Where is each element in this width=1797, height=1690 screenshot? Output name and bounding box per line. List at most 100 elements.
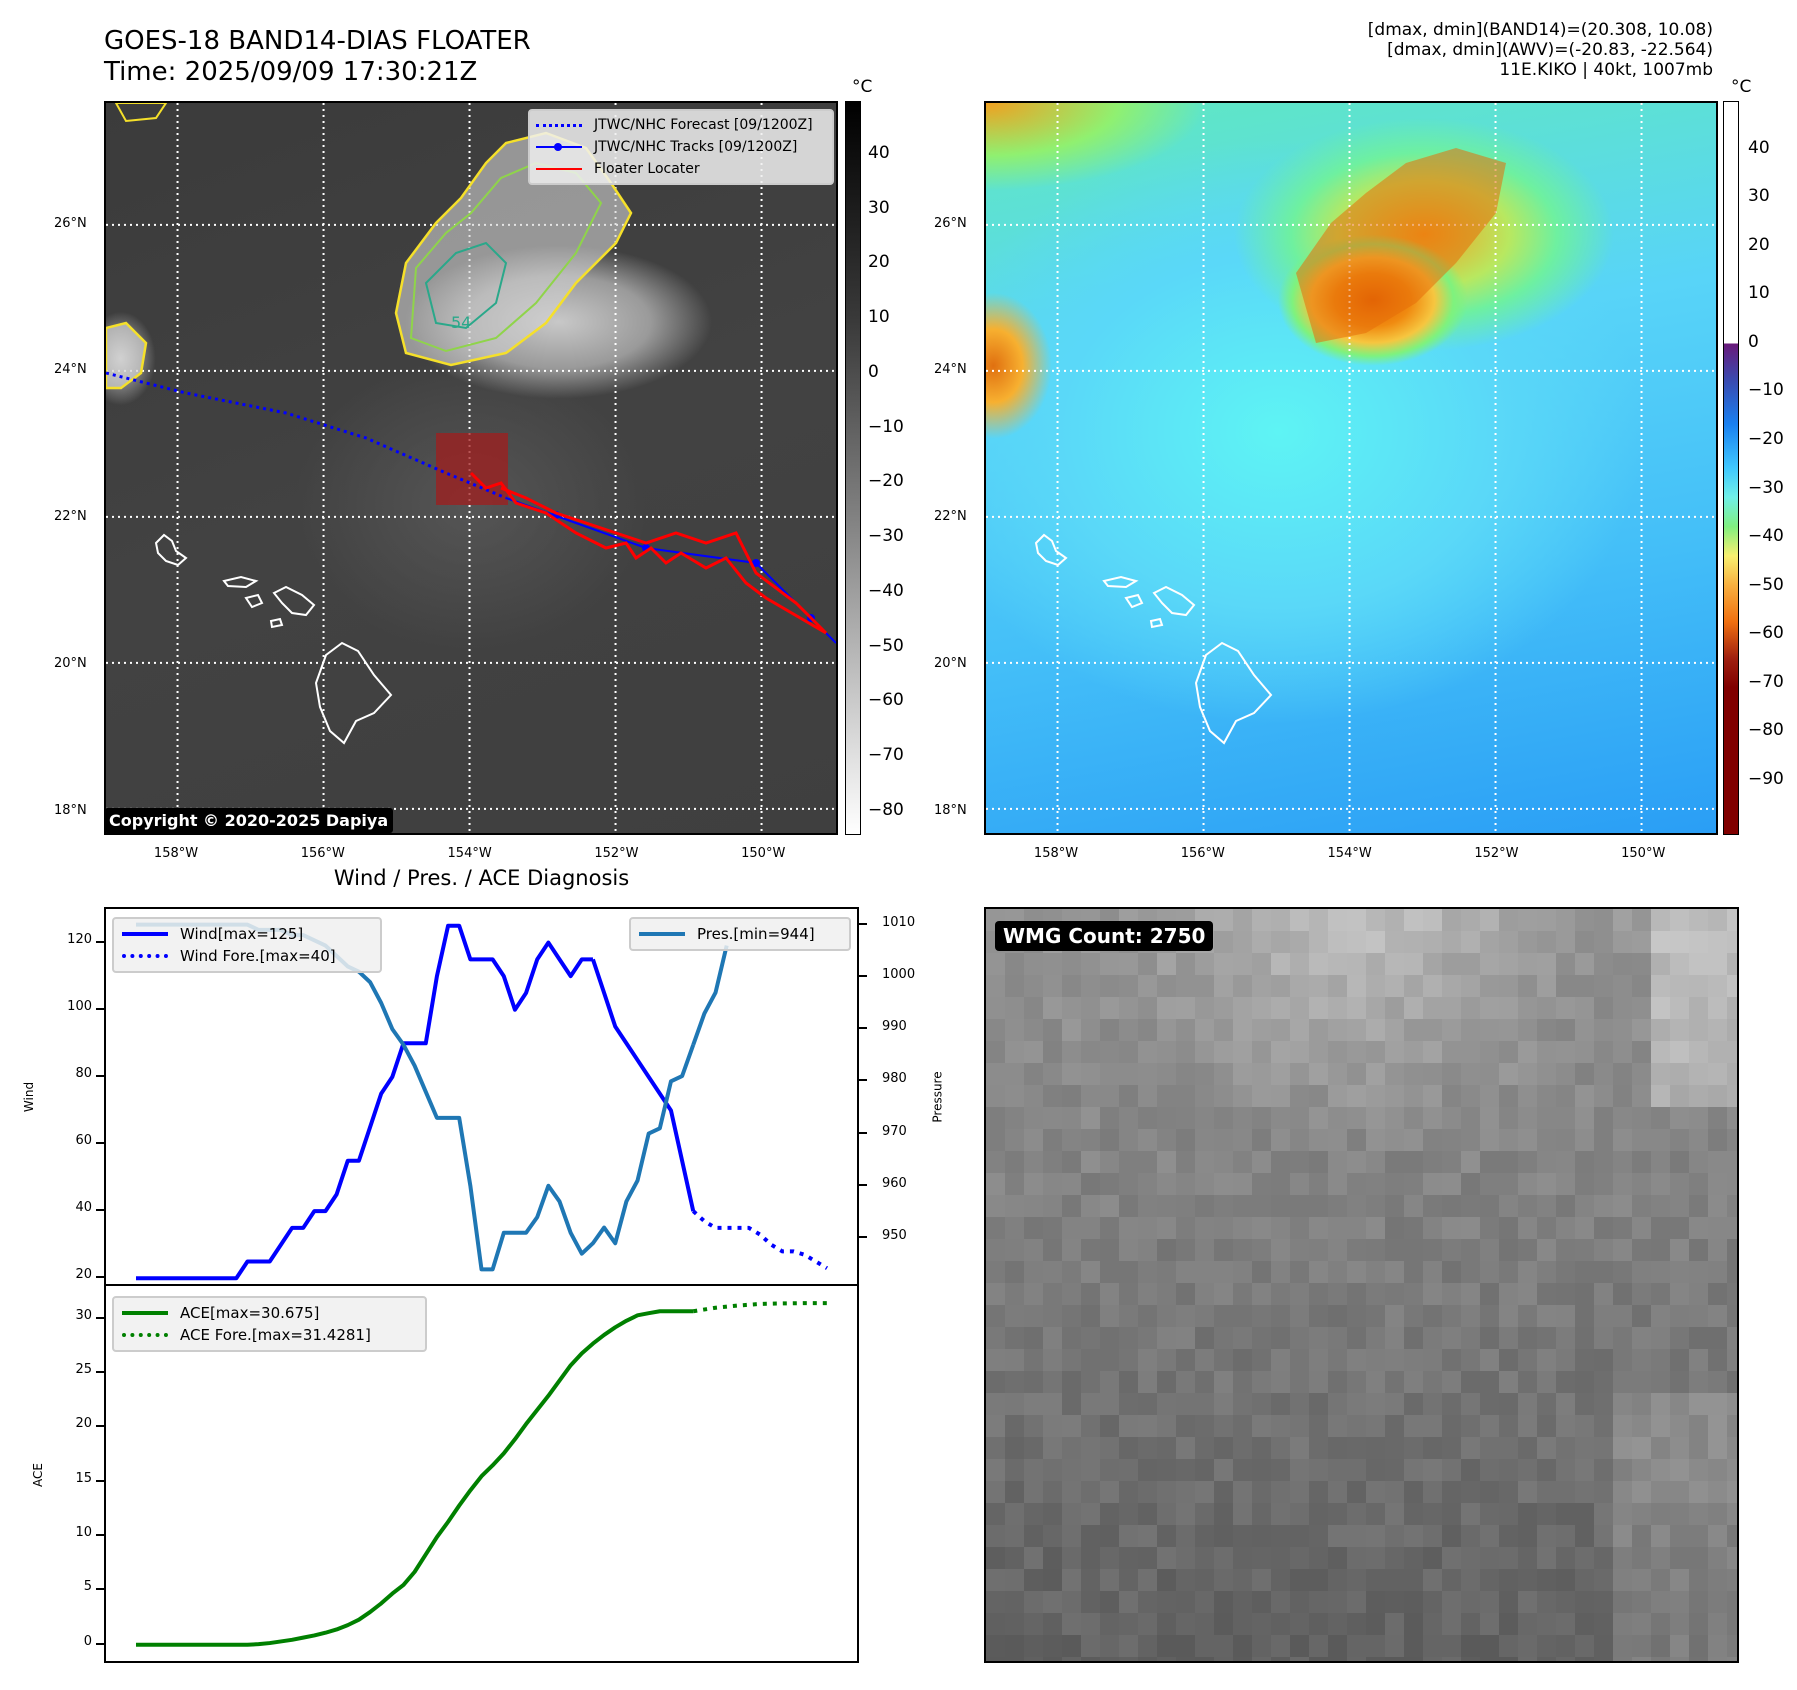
wmg-cell	[1442, 1459, 1462, 1482]
wmg-cell	[1689, 1261, 1709, 1284]
lon-tick-label: 150°W	[741, 846, 786, 861]
wmg-cell	[1537, 1173, 1557, 1196]
wmg-cell	[1423, 1305, 1443, 1328]
wmg-cell	[1708, 1349, 1728, 1372]
wmg-cell	[1499, 1393, 1519, 1416]
wmg-cell	[1347, 909, 1367, 932]
wmg-cell	[1404, 1129, 1424, 1152]
wmg-cell	[1233, 1591, 1253, 1614]
wmg-cell	[1518, 931, 1538, 954]
wmg-cell	[1309, 1657, 1329, 1661]
wmg-cell	[1005, 1503, 1025, 1526]
wmg-cell	[1442, 1591, 1462, 1614]
wmg-cell	[1404, 1173, 1424, 1196]
pressure-ytick-label: 1000	[882, 966, 916, 982]
colorbar-tick-label: −40	[868, 580, 904, 601]
wmg-cell	[1309, 1503, 1329, 1526]
wmg-cell	[1043, 1569, 1063, 1592]
wmg-cell	[1670, 1415, 1690, 1438]
wmg-cell	[1385, 1591, 1405, 1614]
wmg-cell	[1081, 1085, 1101, 1108]
wmg-cell	[1670, 1547, 1690, 1570]
wmg-cell	[1442, 1305, 1462, 1328]
wmg-cell	[1328, 1195, 1348, 1218]
cloud-contour-north	[114, 103, 168, 123]
wmg-cell	[1556, 1151, 1576, 1174]
wmg-cell	[1119, 1107, 1139, 1130]
wmg-cell	[1195, 1481, 1215, 1504]
wmg-cell	[1556, 975, 1576, 998]
wmg-cell	[1100, 1635, 1120, 1658]
wmg-cell	[1328, 1591, 1348, 1614]
wmg-cell	[986, 1261, 1006, 1284]
pressure-ytick-mark	[859, 1236, 867, 1238]
wmg-cell	[1442, 1327, 1462, 1350]
wmg-cell	[1632, 1283, 1652, 1306]
ace-series-line-1	[692, 1301, 827, 1314]
wmg-cell	[1138, 953, 1158, 976]
wmg-cell	[1689, 1459, 1709, 1482]
wmg-cell	[1423, 1283, 1443, 1306]
wmg-cell	[1442, 975, 1462, 998]
wmg-cell	[1100, 1613, 1120, 1636]
wmg-cell	[1271, 1305, 1291, 1328]
wmg-cell	[1461, 1217, 1481, 1240]
wmg-cell	[1328, 1217, 1348, 1240]
wmg-cell	[1423, 1327, 1443, 1350]
wmg-cell	[1594, 1613, 1614, 1636]
wmg-cell	[1290, 931, 1310, 954]
wmg-cell	[1081, 1283, 1101, 1306]
wmg-cell	[1309, 1261, 1329, 1284]
wmg-cell	[1575, 1525, 1595, 1548]
wmg-cell	[1727, 1569, 1737, 1592]
wmg-cell	[1100, 1327, 1120, 1350]
wmg-cell	[1404, 1503, 1424, 1526]
wmg-cell	[1480, 1613, 1500, 1636]
wmg-cell	[1404, 1635, 1424, 1658]
wmg-cell	[1632, 1129, 1652, 1152]
wmg-cell	[1708, 1327, 1728, 1350]
wmg-cell	[1651, 1261, 1671, 1284]
wmg-cell	[1708, 1415, 1728, 1438]
wmg-cell	[1727, 1195, 1737, 1218]
wmg-cell	[1366, 1415, 1386, 1438]
wmg-cell	[1233, 1503, 1253, 1526]
wmg-cell	[1176, 1261, 1196, 1284]
wmg-cell	[1632, 1107, 1652, 1130]
wmg-cell	[1366, 1019, 1386, 1042]
wmg-cell	[1366, 1569, 1386, 1592]
wmg-cell	[1594, 1481, 1614, 1504]
wmg-cell	[1727, 1261, 1737, 1284]
wmg-cell	[1347, 953, 1367, 976]
wmg-cell	[1461, 1547, 1481, 1570]
pressure-ytick-mark	[859, 1079, 867, 1082]
wmg-cell	[1005, 953, 1025, 976]
wmg-cell	[1537, 1635, 1557, 1658]
wmg-cell	[1727, 953, 1737, 976]
wmg-cell	[1727, 1019, 1737, 1042]
wmg-cell	[1480, 997, 1500, 1020]
wmg-cell	[1233, 1371, 1253, 1394]
legend-forecast-label: JTWC/NHC Forecast [09/1200Z]	[594, 117, 813, 133]
wmg-cell	[1689, 1547, 1709, 1570]
wmg-cell	[986, 1019, 1006, 1042]
wmg-cell	[1385, 1107, 1405, 1130]
wmg-cell	[1062, 997, 1082, 1020]
wmg-cell	[1518, 1415, 1538, 1438]
wmg-cell	[1157, 1019, 1177, 1042]
wmg-cell	[1043, 1063, 1063, 1086]
stats-awv: [dmax, dmin](AWV)=(-20.83, -22.564)	[1387, 40, 1713, 60]
wmg-cell	[986, 1349, 1006, 1372]
wmg-cell	[1537, 1437, 1557, 1460]
wmg-cell	[1290, 1217, 1310, 1240]
island-coastline	[154, 533, 188, 567]
wmg-cell	[1480, 1415, 1500, 1438]
wmg-cell	[1271, 1239, 1291, 1262]
wmg-cell	[1024, 1261, 1044, 1284]
wmg-cell	[1157, 1041, 1177, 1064]
wmg-cell	[1385, 1151, 1405, 1174]
wmg-cell	[1594, 1261, 1614, 1284]
wmg-cell	[1423, 1525, 1443, 1548]
wmg-cell	[1670, 909, 1690, 932]
wmg-cell	[1043, 1283, 1063, 1306]
